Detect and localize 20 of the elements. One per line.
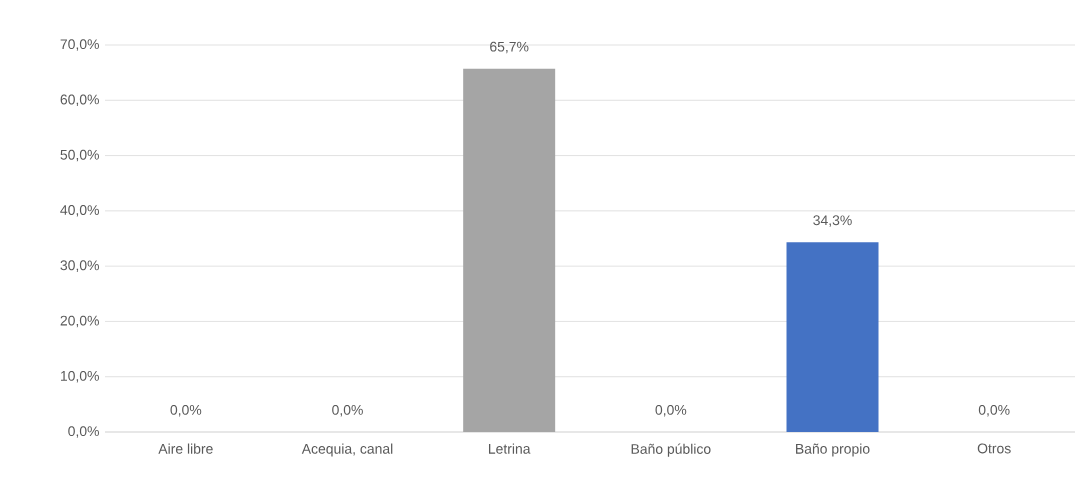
x-tick-label: Baño propio: [796, 443, 870, 457]
x-tick-label: Aire libre: [158, 443, 213, 454]
y-tick-label: 0,0%: [68, 426, 99, 438]
data-label: 0,0%: [978, 404, 1010, 417]
y-tick-label: 50,0%: [60, 149, 99, 162]
y-tick-label: 40,0%: [60, 205, 99, 217]
y-tick-label: 20,0%: [60, 315, 99, 328]
data-label: 0,0%: [655, 404, 687, 417]
y-tick-label: 10,0%: [60, 370, 99, 383]
data-label: 0,0%: [170, 404, 202, 417]
x-tick-label: Letrina: [488, 443, 531, 454]
x-tick-label: Acequia, canal: [301, 443, 393, 457]
data-label: 0,0%: [332, 404, 363, 417]
y-tick-label: 30,0%: [60, 260, 99, 272]
y-tick-label: 70,0%: [60, 39, 99, 51]
y-tick-label: 60,0%: [60, 94, 99, 107]
x-tick-label: Otros: [977, 443, 1011, 454]
data-label: 65,7%: [490, 41, 529, 54]
x-tick-label: Baño público: [631, 443, 711, 457]
data-label: 34,3%: [813, 215, 852, 227]
